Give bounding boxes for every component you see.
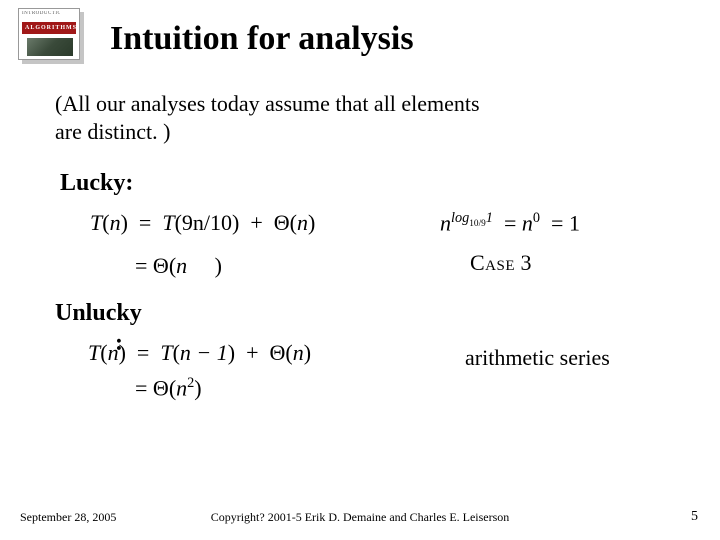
lucky-label: Lucky: — [60, 170, 133, 197]
slide-title: Intuition for analysis — [110, 20, 414, 58]
lucky-equation-1: T(n) = T(9n/10) + Θ(n) — [90, 210, 315, 236]
book-icon: INTRODUCTION TO ALGORITHMS — [18, 8, 88, 66]
footer-page-number: 5 — [691, 509, 698, 525]
unlucky-label: Unlucky — [55, 300, 142, 327]
arithmetic-series-label: arithmetic series — [465, 345, 610, 371]
book-top-text: INTRODUCTION TO — [22, 11, 60, 21]
master-case-check: nlog10/91 = n0 = 1 — [440, 210, 580, 236]
note-line-2: are distinct. ) — [55, 119, 170, 144]
book-spine-title: ALGORITHMS — [22, 22, 76, 34]
footer-copyright: Copyright? 2001-5 Erik D. Demaine and Ch… — [0, 510, 720, 525]
unlucky-equation-2: = Θ(n2) — [135, 375, 202, 401]
unlucky-equation-1: T(n) = T(n − 1) + Θ(n) — [88, 340, 311, 366]
case-3-label: Case 3 — [470, 250, 532, 276]
note-line-1: (All our analyses today assume that all … — [55, 91, 480, 116]
note-text: (All our analyses today assume that all … — [55, 90, 660, 145]
lucky-equation-2: = Θ(n ) — [135, 253, 222, 279]
